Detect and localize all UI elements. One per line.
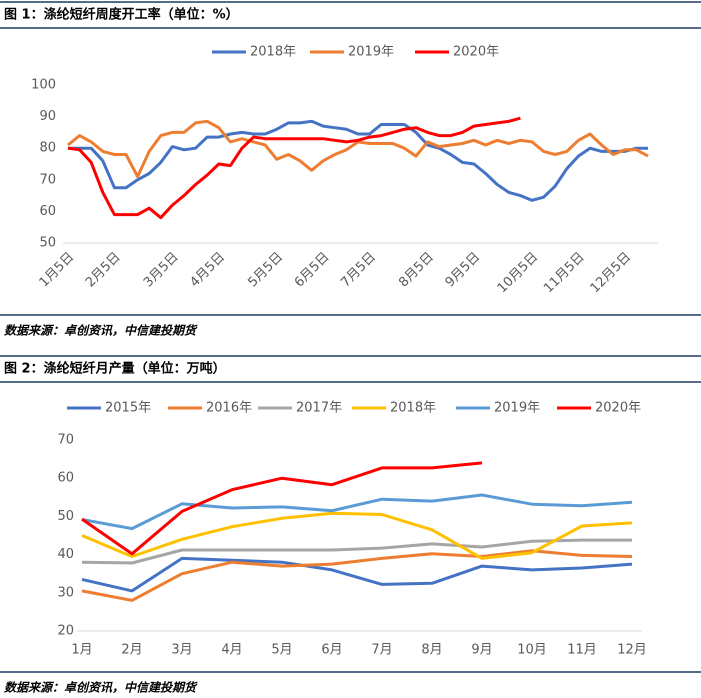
x-tick-label: 4月 <box>221 643 242 658</box>
series-line <box>81 493 633 531</box>
legend-label: 2016年 <box>206 401 252 416</box>
x-tick-label: 4月5日 <box>187 250 228 291</box>
series-line <box>81 549 633 602</box>
x-tick-label: 6月 <box>321 643 342 658</box>
legend-label: 2019年 <box>348 45 394 60</box>
y-tick-label: 30 <box>57 585 74 600</box>
source-note: 数据来源：卓创资讯，中信建投期货 <box>4 324 198 338</box>
x-tick-label: 8月5日 <box>396 250 437 291</box>
x-tick-label: 12月5日 <box>588 250 635 297</box>
y-tick-label: 70 <box>39 172 56 187</box>
series-line <box>68 119 648 202</box>
x-tick-label: 2月5日 <box>83 250 124 291</box>
x-tick-label: 12月 <box>617 643 647 658</box>
series-line <box>67 116 521 220</box>
source-note: 数据来源：卓创资讯，中信建投期货 <box>4 681 198 695</box>
y-tick-label: 60 <box>57 471 74 486</box>
legend-label: 2020年 <box>453 45 499 60</box>
legend-label: 2019年 <box>494 401 540 416</box>
figure-title: 图 1：涤纶短纤周度开工率（单位：%） <box>4 7 239 23</box>
legend-label: 2020年 <box>595 401 641 416</box>
x-tick-label: 9月 <box>471 643 492 658</box>
y-tick-label: 100 <box>31 78 56 93</box>
y-tick-label: 50 <box>39 236 56 251</box>
x-tick-label: 7月5日 <box>338 250 379 291</box>
x-tick-label: 3月 <box>171 643 192 658</box>
x-tick-label: 5月 <box>271 643 292 658</box>
x-tick-label: 1月 <box>71 643 92 658</box>
x-tick-label: 2月 <box>121 643 142 658</box>
x-tick-label: 11月 <box>567 643 597 658</box>
series-line <box>67 119 649 179</box>
legend-label: 2018年 <box>250 45 296 60</box>
y-tick-label: 70 <box>57 433 74 448</box>
legend-label: 2018年 <box>390 401 436 416</box>
legend-label: 2017年 <box>296 401 342 416</box>
x-tick-label: 10月5日 <box>495 250 542 297</box>
y-tick-label: 80 <box>39 141 56 156</box>
x-tick-label: 6月5日 <box>292 250 333 291</box>
x-tick-label: 1月5日 <box>37 250 78 291</box>
x-tick-label: 8月 <box>421 643 442 658</box>
y-tick-label: 20 <box>57 624 74 639</box>
series-line <box>81 511 633 560</box>
x-tick-label: 7月 <box>371 643 392 658</box>
series-line <box>81 538 632 565</box>
x-tick-label: 3月5日 <box>141 250 182 291</box>
series-line <box>81 461 483 556</box>
y-tick-label: 50 <box>57 509 74 524</box>
figure-title: 图 2：涤纶短纤月产量（单位：万吨） <box>4 361 226 377</box>
x-tick-label: 5月5日 <box>245 250 286 291</box>
x-tick-label: 9月5日 <box>443 250 484 291</box>
x-tick-label: 10月 <box>517 643 547 658</box>
y-tick-label: 40 <box>57 547 74 562</box>
legend-label: 2015年 <box>105 401 151 416</box>
y-tick-label: 90 <box>39 109 56 124</box>
y-tick-label: 60 <box>39 204 56 219</box>
series-line <box>81 556 633 593</box>
x-tick-label: 11月5日 <box>541 250 588 297</box>
